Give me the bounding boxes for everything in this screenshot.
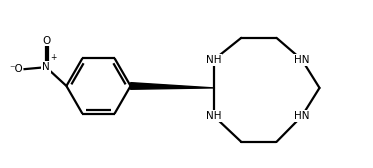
- Text: N: N: [42, 62, 50, 72]
- Polygon shape: [131, 83, 214, 89]
- Text: +: +: [50, 53, 57, 62]
- Text: NH: NH: [206, 55, 222, 65]
- Text: HN: HN: [294, 111, 310, 121]
- Text: HN: HN: [294, 55, 310, 65]
- Text: ⁻O: ⁻O: [9, 64, 23, 74]
- Text: NH: NH: [206, 111, 222, 121]
- Text: O: O: [42, 36, 50, 46]
